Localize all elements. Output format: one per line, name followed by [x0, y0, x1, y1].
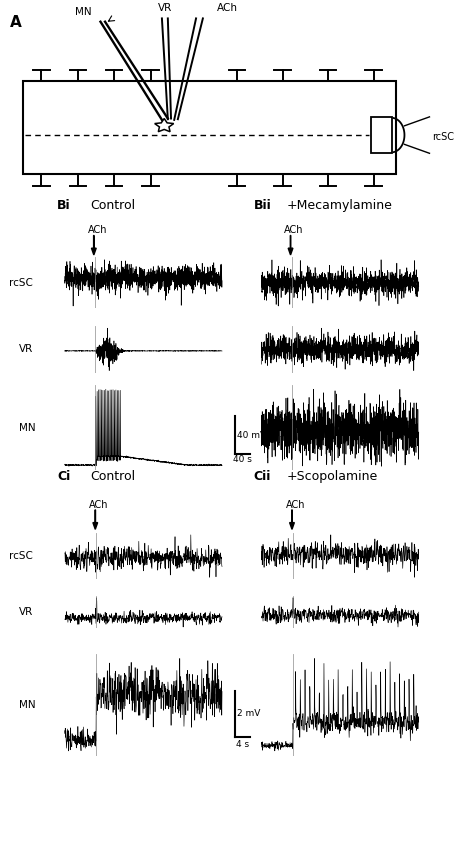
Text: rcSC: rcSC: [432, 132, 454, 141]
Text: ACh: ACh: [89, 500, 109, 510]
Text: MN: MN: [19, 423, 36, 433]
Text: Bii: Bii: [254, 199, 271, 213]
Text: 2 mV: 2 mV: [237, 709, 260, 718]
Text: ACh: ACh: [217, 3, 237, 14]
Text: +Scopolamine: +Scopolamine: [287, 470, 378, 484]
Text: rcSC: rcSC: [9, 278, 33, 288]
Polygon shape: [371, 117, 392, 153]
Polygon shape: [155, 119, 173, 131]
Text: MN: MN: [75, 7, 91, 17]
Text: ACh: ACh: [88, 225, 107, 235]
Text: 4 s: 4 s: [237, 739, 249, 749]
Text: MN: MN: [19, 700, 36, 710]
Text: rcSC: rcSC: [9, 551, 33, 561]
Text: VR: VR: [19, 345, 33, 354]
Text: Control: Control: [90, 470, 135, 484]
Text: A: A: [10, 15, 22, 30]
Text: Bi: Bi: [57, 199, 71, 213]
Text: VR: VR: [19, 607, 33, 617]
Text: VR: VR: [158, 3, 172, 14]
Text: 40 s: 40 s: [234, 456, 252, 464]
Text: Ci: Ci: [57, 470, 70, 484]
Text: ACh: ACh: [284, 225, 304, 235]
Text: +Mecamylamine: +Mecamylamine: [287, 199, 392, 213]
Text: Control: Control: [90, 199, 135, 213]
Polygon shape: [23, 81, 396, 174]
Text: ACh: ACh: [286, 500, 305, 510]
Text: 40 mV: 40 mV: [237, 431, 266, 440]
Text: Cii: Cii: [254, 470, 271, 484]
